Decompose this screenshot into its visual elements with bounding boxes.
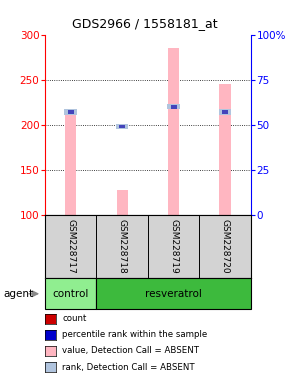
Bar: [168, 48, 179, 215]
Bar: [116, 124, 128, 129]
Text: GSM228717: GSM228717: [66, 219, 75, 274]
Bar: [68, 110, 74, 114]
Text: GSM228718: GSM228718: [118, 219, 127, 274]
Bar: [64, 109, 77, 115]
Bar: [45, 278, 96, 309]
Bar: [171, 105, 177, 109]
Text: resveratrol: resveratrol: [145, 289, 202, 299]
Bar: [167, 104, 180, 109]
Text: GSM228720: GSM228720: [221, 219, 230, 274]
Bar: [219, 109, 231, 115]
Text: control: control: [52, 289, 89, 299]
Bar: [119, 125, 125, 128]
Text: GSM228719: GSM228719: [169, 219, 178, 274]
Text: GDS2966 / 1558181_at: GDS2966 / 1558181_at: [72, 17, 218, 30]
Bar: [117, 190, 128, 215]
Text: percentile rank within the sample: percentile rank within the sample: [62, 330, 208, 339]
Bar: [96, 278, 251, 309]
Bar: [65, 111, 76, 215]
Text: count: count: [62, 314, 87, 323]
Text: value, Detection Call = ABSENT: value, Detection Call = ABSENT: [62, 346, 199, 356]
Text: agent: agent: [3, 289, 33, 299]
Text: rank, Detection Call = ABSENT: rank, Detection Call = ABSENT: [62, 362, 195, 372]
Bar: [220, 84, 231, 215]
Bar: [222, 110, 228, 114]
